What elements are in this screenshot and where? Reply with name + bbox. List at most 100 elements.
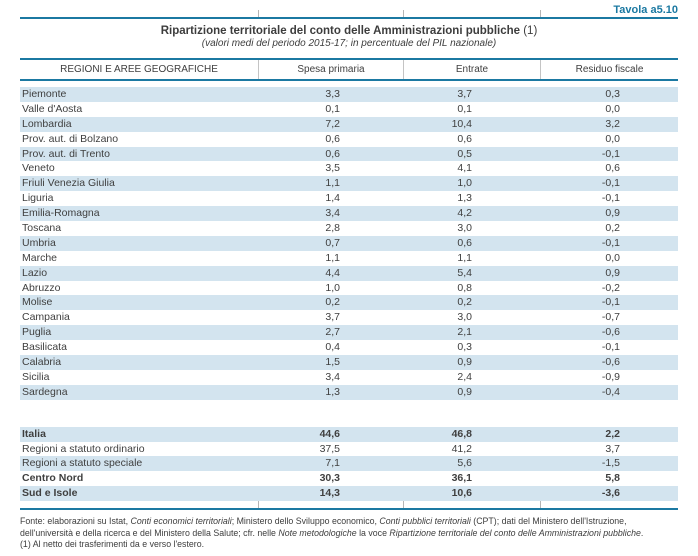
spesa-primaria-value: 1,4	[325, 192, 340, 205]
table-row: Regioni a statuto ordinario 37,5 41,2 3,7	[20, 442, 678, 457]
source-note-segment: ; Ministero dello Sviluppo economico,	[231, 516, 380, 527]
region-name: Marche	[22, 251, 58, 264]
residuo-fiscale-value: -0,1	[601, 177, 620, 190]
spesa-primaria-value: 14,3	[319, 487, 340, 500]
spesa-primaria-value: 1,3	[325, 385, 340, 398]
spesa-primaria-value: 0,6	[325, 132, 340, 145]
spesa-primaria-value: 2,8	[325, 222, 340, 235]
region-name: Regioni a statuto ordinario	[22, 442, 145, 455]
tavola-label: Tavola a5.10	[613, 4, 678, 16]
table-row: Toscana 2,8 3,0 0,2	[20, 221, 678, 236]
table-row: Friuli Venezia Giulia 1,1 1,0 -0,1	[20, 176, 678, 192]
residuo-fiscale-value: 5,8	[605, 472, 620, 485]
column-tick	[258, 10, 259, 17]
table-page: Tavola a5.10 Ripartizione territoriale d…	[20, 0, 678, 551]
page-title: Ripartizione territoriale del conto dell…	[20, 25, 678, 37]
region-name: Veneto	[22, 162, 55, 175]
column-tick	[403, 10, 404, 17]
table-row: Umbria 0,7 0,6 -0,1	[20, 235, 678, 251]
spesa-primaria-value: 7,1	[325, 457, 340, 470]
residuo-fiscale-value: -0,4	[601, 385, 620, 398]
entrate-value: 4,2	[457, 207, 472, 220]
entrate-value: 2,4	[457, 370, 472, 383]
page-subtitle: (valori medi del periodo 2015-17; in per…	[201, 38, 497, 49]
residuo-fiscale-value: -3,6	[601, 487, 620, 500]
entrate-value: 0,1	[457, 102, 472, 115]
table-row: Italia 44,6 46,8 2,2	[20, 426, 678, 442]
table-row: Abruzzo 1,0 0,8 -0,2	[20, 281, 678, 296]
table-row: Prov. aut. di Trento 0,6 0,5 -0,1	[20, 146, 678, 162]
entrate-value: 10,6	[451, 487, 472, 500]
column-tick	[403, 501, 404, 509]
spesa-primaria-value: 3,3	[325, 88, 340, 100]
spesa-primaria-value: 3,7	[325, 311, 340, 324]
column-header-residuo-fiscale: Residuo fiscale	[540, 60, 678, 79]
table-row: Lazio 4,4 5,4 0,9	[20, 265, 678, 281]
table-summary: Italia 44,6 46,8 2,2 Regioni a statuto ordin…	[20, 426, 678, 502]
residuo-fiscale-value: -0,1	[601, 296, 620, 309]
region-name: Prov. aut. di Bolzano	[22, 132, 119, 145]
title-note-ref: (1)	[520, 25, 538, 37]
entrate-value: 1,3	[457, 192, 472, 205]
region-name: Piemonte	[22, 88, 67, 100]
residuo-fiscale-value: -1,5	[601, 457, 620, 470]
entrate-value: 41,2	[451, 442, 472, 455]
column-header-entrate: Entrate	[403, 60, 540, 79]
column-header-regioni: REGIONI E AREE GEOGRAFICHE	[60, 64, 218, 75]
region-name: Toscana	[22, 222, 62, 235]
column-tick	[540, 501, 541, 509]
entrate-value: 0,6	[457, 236, 472, 249]
entrate-value: 2,1	[457, 326, 472, 339]
residuo-fiscale-value: -0,1	[601, 341, 620, 354]
residuo-fiscale-value: 0,0	[605, 132, 620, 145]
table-row: Basilicata 0,4 0,3 -0,1	[20, 340, 678, 355]
source-note-segment: Note metodologiche	[278, 527, 357, 538]
region-name: Centro Nord	[22, 472, 84, 485]
table-row: Veneto 3,5 4,1 0,6	[20, 161, 678, 176]
entrate-value: 3,0	[457, 311, 472, 324]
table-row: Lombardia 7,2 10,4 3,2	[20, 116, 678, 132]
table-row: Regioni a statuto speciale 7,1 5,6 -1,5	[20, 456, 678, 472]
source-note-segment: (CPT); dati del Ministero dell'Istruzion…	[20, 516, 627, 538]
entrate-value: 1,1	[457, 251, 472, 264]
region-name: Molise	[22, 296, 53, 309]
residuo-fiscale-value: 0,0	[605, 102, 620, 115]
source-note-segment: Fonte: elaborazioni su Istat,	[20, 516, 131, 527]
entrate-value: 0,8	[457, 281, 472, 294]
table-row: Sicilia 3,4 2,4 -0,9	[20, 370, 678, 385]
spesa-primaria-value: 44,6	[319, 427, 340, 440]
region-name: Sud e Isole	[22, 487, 78, 500]
entrate-value: 4,1	[457, 162, 472, 175]
column-tick	[258, 501, 259, 509]
source-note-segment: .	[640, 527, 644, 538]
residuo-fiscale-value: -0,6	[601, 356, 620, 369]
residuo-fiscale-value: -0,9	[601, 370, 620, 383]
spesa-primaria-value: 2,7	[325, 326, 340, 339]
entrate-value: 0,6	[457, 132, 472, 145]
table-row: Calabria 1,5 0,9 -0,6	[20, 355, 678, 370]
residuo-fiscale-value: 0,9	[605, 207, 620, 220]
entrate-value: 0,9	[457, 356, 472, 369]
table-row: Sud e Isole 14,3 10,6 -3,6	[20, 486, 678, 502]
spesa-primaria-value: 30,3	[319, 472, 340, 485]
footnote-1: (1) Al netto dei trasferimenti da e vers…	[20, 539, 205, 550]
table-row: Emilia-Romagna 3,4 4,2 0,9	[20, 206, 678, 222]
table-row: Centro Nord 30,3 36,1 5,8	[20, 471, 678, 486]
residuo-fiscale-value: -0,1	[601, 192, 620, 205]
residuo-fiscale-value: 0,9	[605, 266, 620, 279]
residuo-fiscale-value: 3,2	[605, 117, 620, 130]
table-row: Molise 0,2 0,2 -0,1	[20, 295, 678, 311]
region-name: Basilicata	[22, 341, 67, 354]
region-name: Calabria	[22, 356, 62, 369]
residuo-fiscale-value: -0,1	[601, 147, 620, 160]
entrate-value: 0,3	[457, 341, 472, 354]
table-row: Puglia 2,7 2,1 -0,6	[20, 325, 678, 341]
spesa-primaria-value: 3,4	[325, 207, 340, 220]
spesa-primaria-value: 4,4	[325, 266, 340, 279]
table-row: Prov. aut. di Bolzano 0,6 0,6 0,0	[20, 132, 678, 147]
source-note: Fonte: elaborazioni su Istat, Conti econ…	[20, 516, 678, 539]
region-name: Prov. aut. di Trento	[22, 147, 110, 160]
residuo-fiscale-value: 0,6	[605, 162, 620, 175]
source-note-segment: Ripartizione territoriale del conto dell…	[389, 527, 641, 538]
entrate-value: 10,4	[451, 117, 472, 130]
